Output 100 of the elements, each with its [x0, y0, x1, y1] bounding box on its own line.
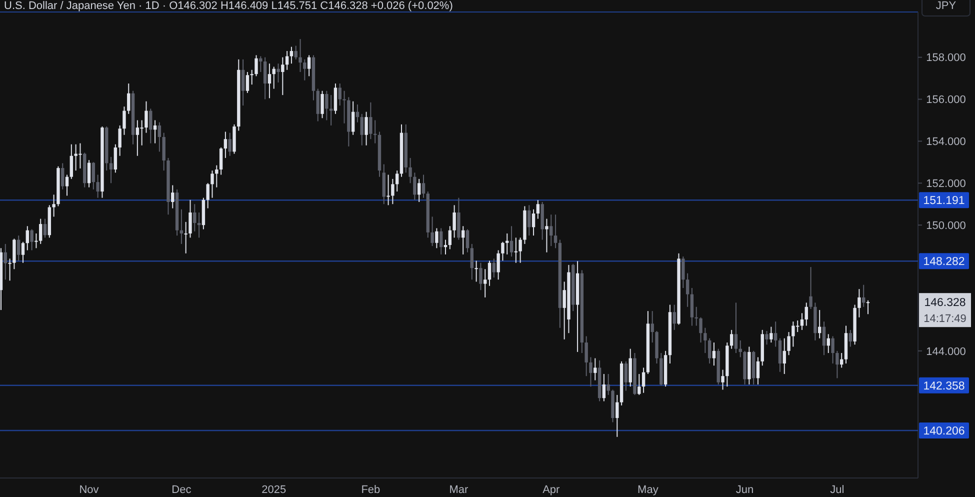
- candlestick: [193, 204, 196, 232]
- candlestick: [298, 38, 302, 72]
- candlestick: [672, 304, 676, 330]
- candlestick: [188, 199, 192, 238]
- y-tick-label: 144.000: [926, 346, 966, 358]
- candlestick: [545, 218, 548, 253]
- candlestick: [536, 200, 540, 220]
- candlestick: [778, 338, 782, 372]
- candlestick: [787, 332, 790, 356]
- candlestick: [488, 260, 492, 286]
- candlestick: [224, 131, 228, 158]
- candlestick: [822, 321, 826, 356]
- candlestick: [320, 90, 324, 119]
- candlestick: [796, 320, 800, 333]
- candlestick: [92, 162, 96, 190]
- candlestick: [158, 122, 162, 152]
- y-tick-label: 154.000: [926, 136, 966, 148]
- candlestick: [422, 174, 426, 198]
- candlestick: [281, 56, 284, 96]
- candlestick: [518, 237, 522, 264]
- x-tick-label: Dec: [172, 484, 192, 496]
- candlestick: [690, 287, 694, 326]
- candlestick: [17, 235, 20, 262]
- x-tick-label: Apr: [542, 484, 560, 496]
- candlestick: [594, 358, 597, 381]
- candlestick: [510, 226, 514, 258]
- candlestick: [114, 144, 118, 174]
- candlestick: [848, 329, 852, 348]
- x-tick-label: May: [638, 484, 659, 496]
- candlestick: [616, 394, 619, 438]
- candlestick: [642, 367, 646, 394]
- y-tick-label: 158.000: [926, 52, 966, 64]
- candlestick: [43, 218, 47, 238]
- candlestick: [369, 102, 372, 140]
- candlestick: [65, 174, 69, 196]
- candlestick: [550, 214, 553, 247]
- candlestick: [144, 100, 148, 134]
- candlestick: [30, 228, 34, 251]
- candlestick: [809, 266, 812, 310]
- candlestick: [316, 88, 320, 122]
- candlestick: [734, 302, 738, 354]
- candlestick: [21, 241, 25, 264]
- text: 146.328: [924, 297, 966, 310]
- candlestick: [554, 214, 558, 249]
- candlestick: [606, 373, 610, 396]
- candlestick: [96, 174, 100, 198]
- candlestick: [259, 56, 262, 72]
- candlestick: [184, 221, 188, 254]
- candlestick: [699, 316, 702, 344]
- ref-line-label: 148.282: [923, 256, 965, 268]
- candlestick: [840, 352, 844, 368]
- candlestick: [140, 120, 144, 146]
- candlestick: [351, 100, 355, 136]
- candlestick: [765, 330, 768, 346]
- candlestick: [118, 124, 122, 156]
- ref-line-label: 151.191: [923, 195, 965, 208]
- y-axis-title: JPY: [936, 0, 957, 12]
- candlestick: [325, 90, 328, 121]
- candlestick: [435, 228, 438, 249]
- candlestick: [39, 218, 42, 244]
- candlestick: [721, 369, 724, 390]
- candlestick: [584, 336, 588, 377]
- candlestick: [109, 156, 113, 184]
- candlestick: [334, 83, 338, 114]
- candlestick: [338, 83, 342, 106]
- candlestick: [496, 250, 500, 280]
- candlestick: [650, 310, 654, 344]
- ref-line-label: 140.206: [923, 426, 965, 438]
- candlestick: [272, 66, 276, 90]
- candlestick: [136, 120, 140, 156]
- candlestick: [303, 58, 306, 81]
- x-tick-label: Jul: [830, 484, 844, 496]
- candlestick: [452, 204, 456, 238]
- candlestick: [250, 69, 254, 86]
- y-tick-label: 150.000: [926, 220, 966, 232]
- candlestick: [408, 157, 412, 184]
- candlestick: [4, 243, 7, 280]
- candlestick: [866, 300, 870, 315]
- candlestick: [162, 132, 166, 172]
- candlestick: [704, 327, 707, 354]
- candlestick: [589, 356, 592, 388]
- candlestick: [682, 256, 685, 288]
- candlestick: [254, 54, 258, 77]
- candlestick: [34, 232, 38, 249]
- candlestick: [804, 302, 808, 326]
- candlestick: [263, 56, 267, 100]
- candlestick: [329, 94, 333, 126]
- candlestick: [474, 260, 478, 282]
- candlestick: [276, 63, 280, 83]
- candlestick: [501, 241, 504, 262]
- x-tick-label: 2025: [262, 484, 286, 496]
- candlestick: [87, 160, 91, 188]
- candlestick: [395, 170, 399, 192]
- candlestick: [70, 144, 74, 180]
- candlestick: [12, 238, 16, 270]
- x-tick-label: Jun: [736, 484, 754, 496]
- candlestick: [61, 162, 64, 190]
- candlestick: [171, 184, 174, 209]
- candlestick: [440, 228, 443, 255]
- candlestick: [52, 194, 56, 218]
